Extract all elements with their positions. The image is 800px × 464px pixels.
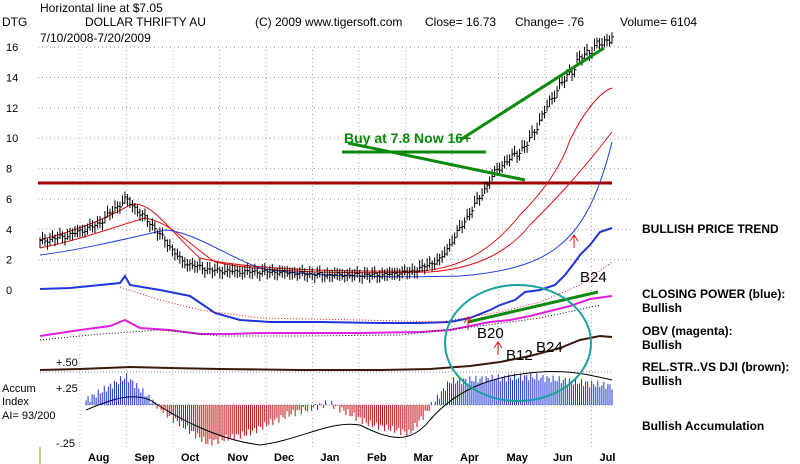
header-close: Close= 16.73 <box>425 15 496 29</box>
y-tick-label: 16 <box>6 42 18 54</box>
moving-average-blue <box>39 141 613 278</box>
closing-power-ma <box>119 261 613 323</box>
label-relstr-status: Bullish <box>642 374 682 388</box>
y-tick-label: 12 <box>6 103 18 115</box>
trend-line-pointer <box>347 141 526 182</box>
y-tick-label: 2 <box>6 255 12 267</box>
highlight-ellipse <box>444 284 592 402</box>
month-label: Aug <box>88 452 109 464</box>
header-copyright: (C) 2009 www.tigersoft.com <box>255 15 402 29</box>
moving-average-red-2 <box>39 131 613 274</box>
month-label: Dec <box>274 452 294 464</box>
y-tick-label: 6 <box>6 194 12 206</box>
accum-bars <box>85 373 613 446</box>
label-closing-power: CLOSING POWER (blue): <box>642 287 785 301</box>
moving-average-red-1 <box>39 87 613 272</box>
label-price-trend: BULLISH PRICE TREND <box>642 222 779 236</box>
month-label: May <box>507 452 529 464</box>
arrow-icon <box>493 341 503 355</box>
y-tick-label: 0 <box>6 285 12 297</box>
x-axis-months: Aug Sep Oct Nov Dec Jan Feb Mar Apr May Jun Jul <box>88 452 615 464</box>
accum-title-2: Index <box>2 396 29 408</box>
buy-note: Buy at 7.8 Now 16+ <box>344 130 471 146</box>
accum-level-plus-25: +.25 <box>56 383 78 395</box>
grid <box>38 46 632 448</box>
month-label: Mar <box>414 452 434 464</box>
ai-value: AI= 93/200 <box>2 410 56 422</box>
y-tick-label: 14 <box>6 73 18 85</box>
arrow-icon <box>569 234 579 248</box>
month-label: Oct <box>181 452 200 464</box>
label-relstr: REL.STR..VS DJI (brown): <box>642 360 789 374</box>
rel-strength-line <box>39 334 613 371</box>
month-label: Feb <box>367 452 387 464</box>
arrow-icon <box>463 316 473 330</box>
month-label: Jan <box>321 452 340 464</box>
price-bars <box>39 32 614 284</box>
header-note: Horizontal line at $7.05 <box>40 1 163 15</box>
header-volume: Volume= 6104 <box>620 15 697 29</box>
header-date-range: 7/10/2008-7/20/2009 <box>40 31 151 45</box>
signal-b24-lower: B24 <box>536 339 563 356</box>
label-closing-power-status: Bullish <box>642 301 682 315</box>
accum-ma <box>85 371 613 446</box>
closing-power-line <box>39 227 613 324</box>
y-tick-label: 8 <box>6 164 12 176</box>
signal-b24-top: B24 <box>580 269 607 286</box>
obv-trend-line <box>467 290 599 324</box>
month-label: Apr <box>460 452 480 464</box>
header-company: DOLLAR THRIFTY AU <box>85 15 206 29</box>
signal-b20: B20 <box>477 325 504 342</box>
y-axis-ticks: 0 2 4 6 8 10 12 14 16 <box>6 42 18 297</box>
header-ticker: DTG <box>2 15 27 29</box>
signal-b12: B12 <box>506 347 533 364</box>
header-change: Change= .76 <box>515 15 584 29</box>
accum-level-plus-50: +.50 <box>56 357 78 369</box>
label-accumulation: Bullish Accumulation <box>642 419 764 433</box>
y-tick-label: 10 <box>6 133 18 145</box>
accum-level-minus-25: -.25 <box>56 438 75 450</box>
month-label: Jul <box>600 452 616 464</box>
accum-title-1: Accum <box>2 383 36 395</box>
month-label: Jun <box>553 452 573 464</box>
y-tick-label: 4 <box>6 224 12 236</box>
label-obv-status: Bullish <box>642 338 682 352</box>
month-label: Nov <box>228 452 250 464</box>
month-label: Sep <box>135 452 155 464</box>
label-obv: OBV (magenta): <box>642 324 733 338</box>
obv-line <box>39 295 613 337</box>
trend-line-upper <box>459 46 605 142</box>
